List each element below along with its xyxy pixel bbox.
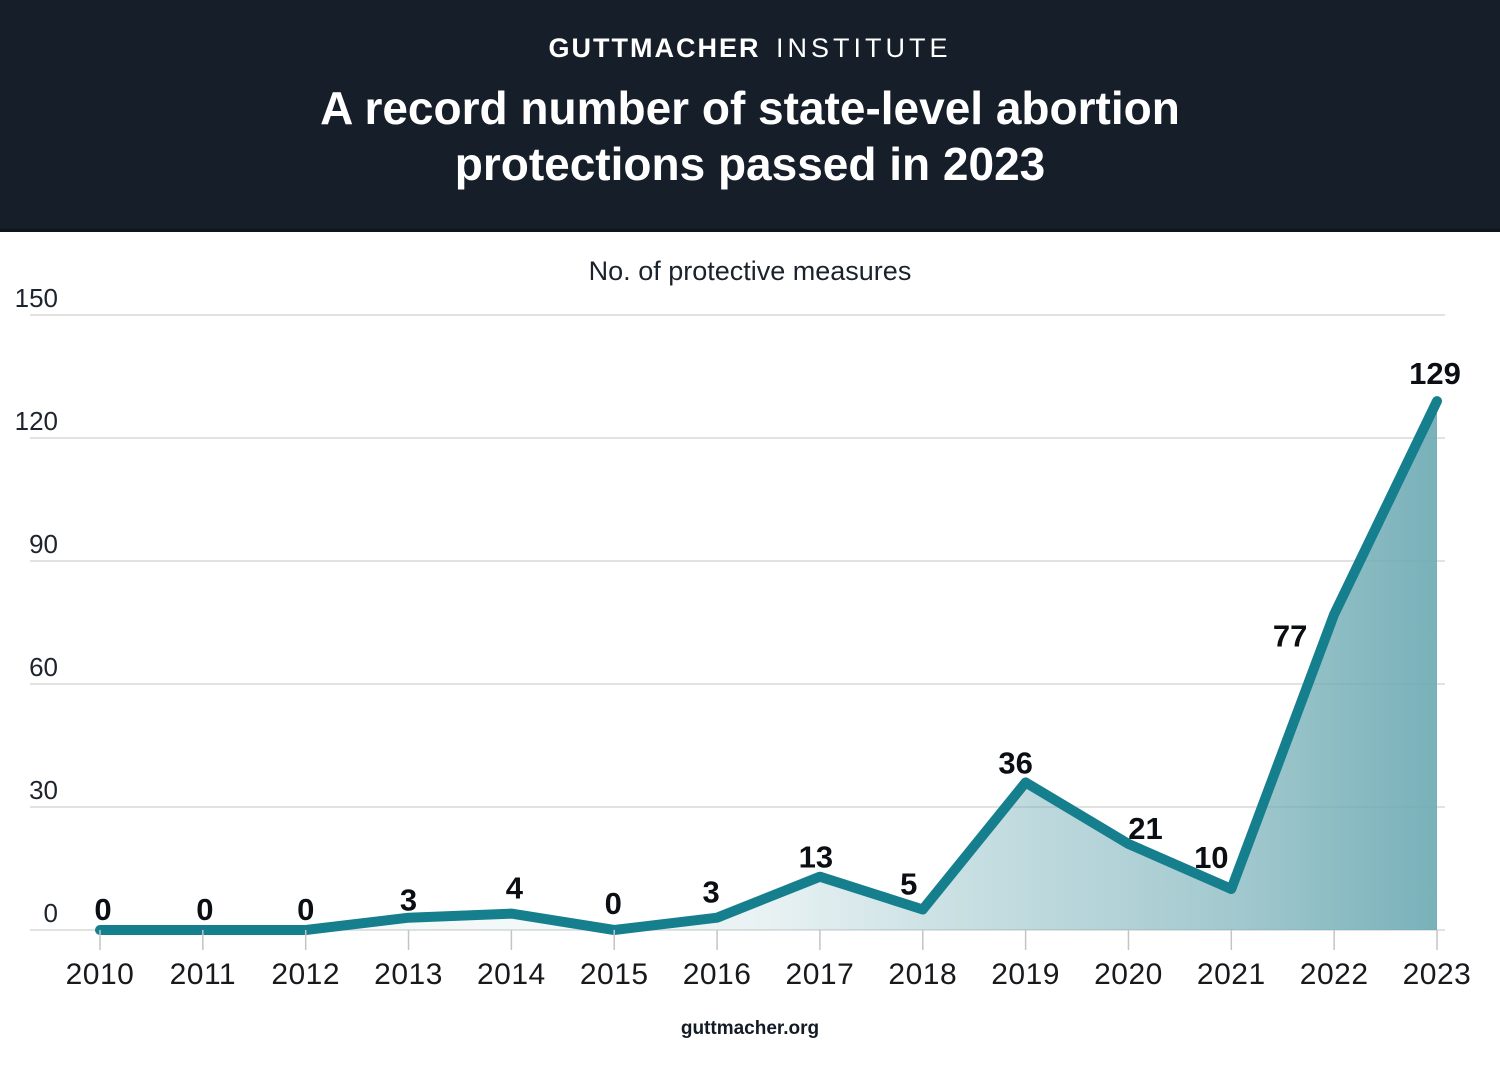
chart-subtitle: No. of protective measures <box>588 256 912 286</box>
data-point-label: 21 <box>1128 811 1162 846</box>
data-point-label: 5 <box>900 867 917 902</box>
x-axis-year-label: 2023 <box>1403 958 1472 991</box>
x-axis-year-label: 2010 <box>66 958 135 991</box>
data-point-label: 36 <box>998 745 1032 780</box>
page-title: A record number of state-level abortion … <box>320 82 1180 191</box>
brand-name-bold: GUTTMACHER <box>548 33 761 63</box>
y-axis-tick-label: 0 <box>44 898 58 928</box>
y-axis-tick-label: 30 <box>29 775 58 805</box>
data-point-label: 0 <box>605 886 622 921</box>
x-axis-year-label: 2022 <box>1300 958 1369 991</box>
footer-url: guttmacher.org <box>680 1018 820 1039</box>
x-axis-year-label: 2021 <box>1197 958 1266 991</box>
x-axis-year-label: 2011 <box>170 958 237 991</box>
data-point-label: 10 <box>1194 840 1228 875</box>
brand-name-light: INSTITUTE <box>776 33 952 63</box>
x-axis-year-label: 2020 <box>1094 958 1163 991</box>
x-axis-year-label: 2017 <box>786 958 855 991</box>
data-point-label: 0 <box>297 892 314 927</box>
data-point-label: 3 <box>702 875 719 910</box>
data-point-label: 13 <box>799 840 833 875</box>
data-point-label: 77 <box>1273 618 1307 653</box>
data-point-label: 3 <box>400 883 417 918</box>
data-point-label: 4 <box>506 871 524 906</box>
y-axis-tick-label: 120 <box>15 406 58 436</box>
data-point-label: 129 <box>1409 356 1461 391</box>
x-axis-year-label: 2019 <box>991 958 1060 991</box>
y-axis-tick-label: 150 <box>15 283 58 313</box>
brand-logo: GUTTMACHER INSTITUTE <box>0 33 1500 64</box>
x-axis-year-label: 2015 <box>580 958 649 991</box>
x-axis-year-label: 2012 <box>271 958 340 991</box>
area-fill <box>100 401 1437 931</box>
data-line <box>95 396 1442 935</box>
data-point-label: 0 <box>94 892 111 927</box>
x-axis-year-label: 2014 <box>477 958 546 991</box>
x-axis-year-label: 2016 <box>683 958 752 991</box>
x-axis-year-label: 2018 <box>888 958 957 991</box>
y-axis-tick-label: 60 <box>29 652 58 682</box>
header-banner: GUTTMACHER INSTITUTE A record number of … <box>0 0 1500 232</box>
x-axis-year-label: 2013 <box>374 958 443 991</box>
data-point-label: 0 <box>196 892 213 927</box>
y-axis-tick-label: 90 <box>29 529 58 559</box>
